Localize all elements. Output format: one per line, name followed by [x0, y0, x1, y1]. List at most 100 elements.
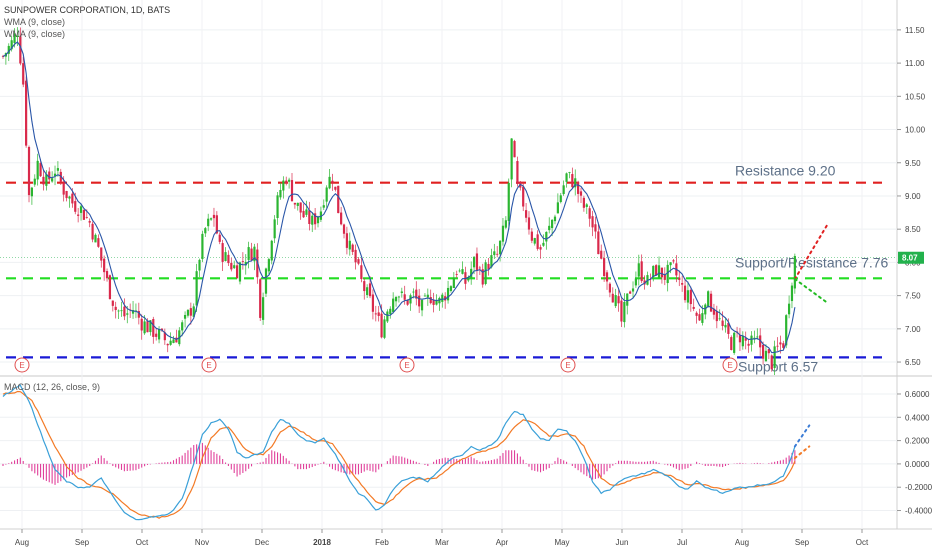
candle-down	[524, 210, 528, 218]
candle-down	[380, 313, 383, 338]
earnings-marker	[560, 357, 576, 373]
candle-down	[600, 250, 603, 259]
candle-up	[750, 335, 753, 345]
candle-up	[472, 256, 476, 268]
candle-down	[111, 300, 114, 306]
price-projection-down	[793, 278, 828, 304]
time-tick-label: Dec	[255, 538, 269, 547]
candle-down	[241, 261, 244, 262]
candle-down	[123, 306, 126, 317]
candle-up	[452, 277, 455, 288]
candle-up	[253, 246, 256, 262]
candle-down	[496, 253, 499, 255]
candle-up	[328, 176, 331, 189]
candle-down	[776, 345, 779, 347]
candle-up	[397, 296, 401, 298]
candle-up	[637, 263, 640, 277]
candle-down	[363, 281, 366, 292]
candle-up	[264, 268, 268, 294]
candle-down	[681, 283, 684, 285]
candle-down	[712, 308, 716, 315]
candle-up	[718, 318, 721, 320]
candle-down	[530, 231, 533, 241]
candle-down	[782, 343, 785, 348]
candle-down	[163, 332, 166, 341]
candle-down	[715, 311, 718, 322]
indicator-1-label: WMA (9, close)	[4, 17, 66, 27]
candle-up	[16, 35, 19, 37]
macd-projection-macd	[793, 424, 811, 448]
candle-down	[579, 191, 583, 196]
candle-down	[331, 180, 334, 183]
time-tick-label: 2018	[313, 538, 331, 547]
candle-up	[238, 262, 242, 282]
candle-up	[553, 216, 557, 222]
candle-down	[683, 285, 687, 301]
candle-down	[103, 258, 106, 273]
price-tick-label: 7.00	[905, 325, 921, 334]
candle-down	[527, 217, 531, 230]
candle-up	[45, 174, 48, 186]
last-price-tag	[898, 251, 924, 264]
candle-down	[88, 220, 91, 223]
candle-up	[542, 242, 545, 246]
candle-down	[100, 247, 103, 261]
wma-line	[2, 41, 796, 354]
candle-down	[97, 238, 100, 247]
candle-down	[695, 312, 698, 316]
candle-down	[660, 267, 664, 278]
time-tick-label: Apr	[496, 538, 509, 547]
candle-up	[400, 291, 403, 293]
candle-up	[53, 173, 57, 177]
candle-down	[215, 215, 218, 234]
candle-down	[516, 161, 519, 184]
candle-down	[299, 202, 302, 213]
candle-down	[39, 163, 42, 177]
earnings-marker	[722, 357, 738, 373]
candle-down	[709, 293, 713, 312]
candle-up	[192, 306, 195, 317]
candle-down	[108, 275, 112, 300]
candle-down	[137, 310, 140, 318]
candle-up	[559, 195, 562, 203]
candle-up	[267, 259, 270, 272]
candle-down	[105, 271, 109, 279]
candle-down	[432, 300, 435, 305]
candle-down	[114, 306, 117, 311]
candle-up	[143, 321, 146, 334]
candle-up	[545, 231, 548, 242]
candle-up	[435, 300, 438, 305]
macd-legend: MACD (12, 26, close, 9)	[4, 381, 100, 393]
indicator-2-label: WMA (9, close)	[4, 29, 66, 39]
candle-down	[334, 186, 337, 190]
time-tick-label: Sep	[795, 538, 810, 547]
axes: 11.5011.0010.5010.009.509.008.508.007.50…	[15, 26, 932, 547]
time-tick-label: Aug	[15, 538, 29, 547]
earnings-marker-label: E	[565, 361, 570, 370]
price-tick-label: 9.50	[905, 159, 921, 168]
candle-down	[48, 171, 51, 180]
price-tick-label: 11.50	[905, 26, 925, 35]
candle-up	[793, 256, 796, 289]
candle-down	[345, 233, 349, 248]
candle-up	[441, 294, 444, 302]
level-label: Resistance 9.20	[735, 163, 836, 179]
candle-up	[157, 329, 161, 340]
candle-down	[594, 224, 597, 232]
price-tick-label: 9.00	[905, 192, 921, 201]
candle-up	[94, 234, 97, 243]
earnings-marker-label: E	[19, 361, 24, 370]
candle-down	[591, 216, 594, 228]
candle-up	[556, 202, 559, 214]
candle-up	[394, 296, 398, 302]
horizontal-levels: Resistance 9.20 Support/Resistance 7.76 Su…	[6, 163, 889, 374]
time-tick-label: May	[554, 538, 569, 547]
candle-down	[617, 296, 620, 304]
candle-up	[296, 202, 299, 206]
candle-up	[181, 322, 184, 331]
candle-down	[513, 141, 516, 158]
candle-down	[597, 231, 600, 255]
earnings-marker	[399, 357, 415, 373]
